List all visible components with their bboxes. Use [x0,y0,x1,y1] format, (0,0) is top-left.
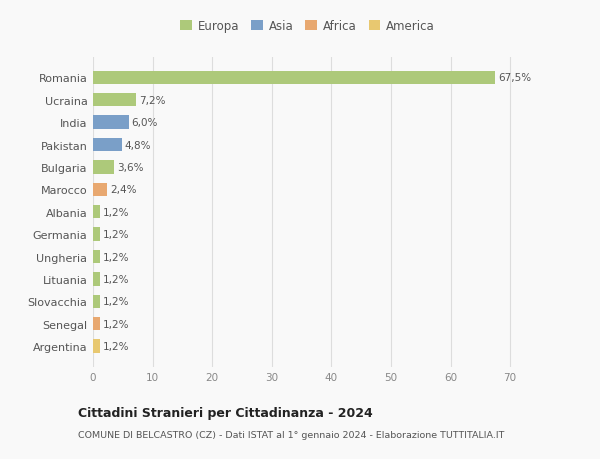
Text: 6,0%: 6,0% [132,118,158,128]
Text: 1,2%: 1,2% [103,297,130,307]
Bar [93,72,495,85]
Bar [93,340,100,353]
Text: COMUNE DI BELCASTRO (CZ) - Dati ISTAT al 1° gennaio 2024 - Elaborazione TUTTITAL: COMUNE DI BELCASTRO (CZ) - Dati ISTAT al… [78,431,505,440]
Bar [93,116,129,129]
Legend: Europa, Asia, Africa, America: Europa, Asia, Africa, America [180,20,435,33]
Bar [93,183,107,196]
Bar [93,161,115,174]
Text: 4,8%: 4,8% [125,140,151,150]
Text: Cittadini Stranieri per Cittadinanza - 2024: Cittadini Stranieri per Cittadinanza - 2… [78,406,373,419]
Text: 7,2%: 7,2% [139,95,166,106]
Bar [93,273,100,286]
Text: 1,2%: 1,2% [103,252,130,262]
Text: 2,4%: 2,4% [110,185,137,195]
Bar [93,228,100,241]
Text: 67,5%: 67,5% [498,73,531,83]
Bar [93,317,100,331]
Text: 1,2%: 1,2% [103,274,130,284]
Bar [93,295,100,308]
Bar [93,206,100,219]
Bar [93,139,122,152]
Text: 1,2%: 1,2% [103,230,130,240]
Text: 1,2%: 1,2% [103,341,130,352]
Text: 1,2%: 1,2% [103,319,130,329]
Bar [93,250,100,264]
Text: 3,6%: 3,6% [118,162,144,173]
Text: 1,2%: 1,2% [103,207,130,217]
Bar [93,94,136,107]
